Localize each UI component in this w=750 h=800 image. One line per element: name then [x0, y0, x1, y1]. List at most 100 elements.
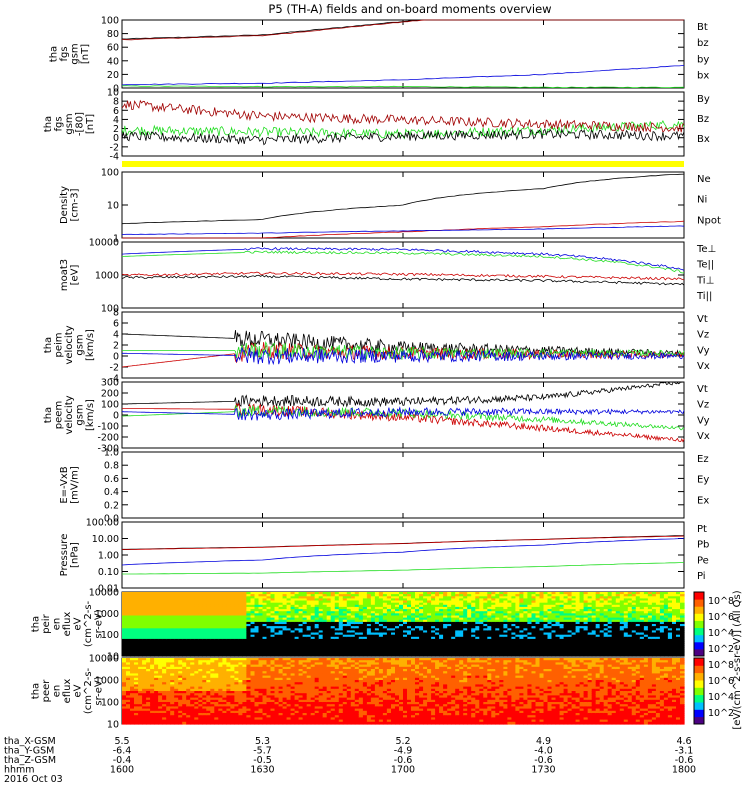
spectrogram-cell	[651, 606, 657, 610]
spectrogram-cell	[491, 615, 496, 619]
spectrogram-cell	[487, 613, 492, 616]
spectrogram-cell	[366, 613, 372, 616]
spectrogram-cell	[222, 611, 227, 614]
spectrogram-cell	[531, 596, 537, 599]
spectrogram-cell	[571, 602, 577, 606]
spectrogram-cell	[154, 671, 159, 674]
spectrogram-cell	[467, 592, 472, 595]
spectrogram-cell	[318, 600, 324, 604]
spectrogram-cell	[579, 624, 585, 627]
spectrogram-cell	[254, 596, 260, 599]
spectrogram-cell	[138, 702, 143, 705]
spectrogram-cell	[595, 594, 601, 597]
spectrogram-cell	[627, 598, 633, 602]
spectrogram-cell	[166, 693, 171, 696]
spectrogram-cell	[302, 643, 308, 646]
spectrogram-cell	[290, 602, 296, 606]
spectrogram-cell	[254, 651, 260, 655]
spectrogram-cell	[306, 598, 312, 602]
spectrogram-cell	[611, 594, 617, 597]
spectrogram-cell	[407, 598, 412, 602]
spectrogram-cell	[142, 666, 147, 670]
spectrogram-cell	[146, 697, 151, 701]
spectrogram-cell	[575, 606, 581, 610]
spectrogram-cell	[142, 636, 147, 640]
spectrogram-cell	[615, 619, 621, 623]
spectrogram-cell	[130, 634, 135, 638]
spectrogram-cell	[226, 619, 231, 623]
spectrogram-cell	[403, 617, 408, 621]
spectrogram-cell	[226, 592, 231, 595]
spectrogram-cell	[222, 624, 227, 627]
spectrogram-cell	[310, 621, 316, 625]
spectrogram-cell	[266, 604, 272, 608]
spectrogram-cell	[471, 624, 476, 627]
spectrogram-cell	[391, 615, 396, 619]
spectrogram-cell	[659, 651, 665, 655]
spectrogram-cell	[122, 693, 127, 696]
spectrogram-cell	[519, 611, 524, 614]
spectrogram-cell	[270, 645, 276, 648]
spectrogram-cell	[202, 628, 207, 631]
spectrogram-cell	[122, 630, 127, 634]
spectrogram-cell	[459, 651, 464, 655]
spectrogram-cell	[672, 621, 677, 625]
spectrogram-cell	[262, 641, 268, 644]
spectrogram-cell	[158, 630, 163, 634]
spectrogram-cell	[399, 598, 404, 602]
spectrogram-cell	[262, 609, 268, 612]
spectrogram-cell	[138, 675, 143, 679]
spectrogram-cell	[483, 641, 488, 644]
spectrogram-cell	[158, 632, 163, 636]
spectrogram-cell	[258, 632, 264, 636]
spectrogram-cell	[378, 594, 384, 597]
spectrogram-cell	[603, 617, 609, 621]
spectrogram-cell	[407, 634, 412, 638]
spectrogram-cell	[318, 630, 324, 634]
spectrogram-cell	[374, 611, 380, 614]
spectrogram-cell	[122, 596, 127, 599]
spectrogram-cell	[639, 628, 645, 631]
spectrogram-cell	[350, 617, 356, 621]
spectrogram-cell	[659, 604, 665, 608]
spectrogram-cell	[483, 653, 488, 657]
spectrogram-cell	[170, 695, 175, 699]
spectrogram-cell	[174, 691, 179, 694]
spectrogram-cell	[663, 602, 669, 606]
spectrogram-cell	[198, 643, 203, 646]
spectrogram-cell	[615, 606, 621, 610]
spectrogram-cell	[647, 626, 653, 629]
spectrogram-cell	[234, 602, 239, 606]
spectrogram-cell	[322, 626, 328, 629]
spectrogram-cell	[439, 638, 444, 642]
spectrogram-cell	[676, 632, 681, 636]
spectrogram-cell	[411, 609, 416, 612]
spectrogram-cell	[126, 624, 131, 627]
spectrogram-cell	[138, 662, 143, 666]
spectrogram-cell	[258, 596, 264, 599]
spectrogram-cell	[334, 628, 340, 631]
spectrogram-cell	[178, 604, 183, 608]
spectrogram-cell	[214, 596, 219, 599]
spectrogram-cell	[627, 619, 633, 623]
spectrogram-cell	[322, 619, 328, 623]
spectrogram-cell	[282, 613, 288, 616]
spectrogram-cell	[583, 600, 589, 604]
spectrogram-cell	[439, 641, 444, 644]
spectrogram-cell	[499, 621, 504, 625]
spectrogram-cell	[154, 710, 159, 714]
y-tick-label: 2	[113, 341, 119, 352]
spectrogram-cell	[198, 606, 203, 610]
spectrogram-cell	[399, 619, 404, 623]
spectrogram-cell	[635, 619, 641, 623]
spectrogram-cell	[491, 636, 496, 640]
spectrogram-cell	[403, 630, 408, 634]
spectrogram-cell	[559, 609, 565, 612]
spectrogram-cell	[282, 645, 288, 648]
spectrogram-cell	[471, 647, 476, 651]
spectrogram-cell	[507, 613, 512, 616]
spectrogram-cell	[174, 626, 179, 629]
spectrogram-cell	[655, 594, 661, 597]
spectrogram-cell	[515, 624, 520, 627]
spectrogram-cell	[407, 609, 412, 612]
